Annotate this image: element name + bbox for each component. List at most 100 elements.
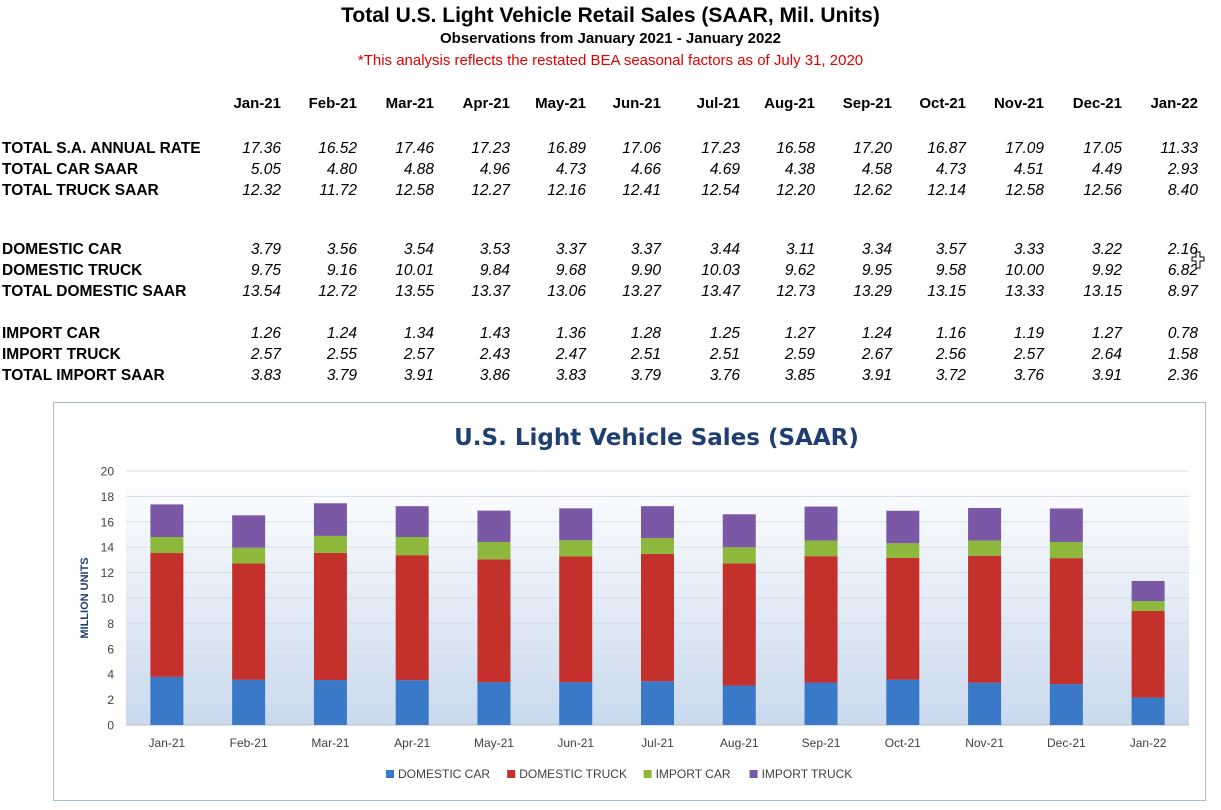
table-cell: 3.85 [784,367,815,384]
table-cell: 9.62 [784,262,815,279]
bar-segment [968,540,1002,556]
table-cell: 9.58 [935,262,966,279]
table-cell: 3.76 [1013,367,1044,384]
bar-segment [886,557,920,680]
bar-segment [477,541,511,560]
move-cursor-icon [1191,251,1205,269]
month-header: Jun-21 [612,95,661,112]
table-cell: 1.27 [784,325,815,342]
bar-segment [641,538,674,554]
table-cell: 1.43 [479,325,510,342]
table-cell: 2.47 [555,346,586,363]
table-cell: 3.34 [861,241,892,258]
bar-segment [886,510,920,544]
table-cell: 4.58 [861,161,892,178]
table-cell: 9.84 [479,262,510,279]
table-cell: 13.37 [471,283,510,300]
table-cell: 3.56 [326,241,357,258]
table-cell: 3.86 [479,367,510,384]
table-cell: 2.67 [861,346,892,363]
month-header: Feb-21 [308,95,357,112]
bar-segment [722,514,756,548]
row-label: DOMESTIC TRUCK [2,262,143,279]
table-cell: 1.36 [555,325,586,342]
table-cell: 12.58 [395,182,434,199]
x-tick-label: Feb-21 [230,736,268,750]
row-label: TOTAL IMPORT SAAR [2,367,165,384]
table-cell: 12.41 [622,182,661,199]
bar-segment [395,680,429,725]
table-cell: 1.26 [250,325,281,342]
table-cell: 3.79 [326,367,357,384]
month-header: Aug-21 [764,95,815,112]
table-cell: 11.72 [319,182,357,199]
bar-segment [477,510,511,542]
table-cell: 4.51 [1013,161,1044,178]
y-tick-label: 0 [107,719,114,733]
table-cell: 3.44 [709,241,740,258]
table-cell: 9.68 [555,262,586,279]
chart-frame: U.S. Light Vehicle Sales (SAAR) 0 2 4 6 8 10 12… [53,402,1206,801]
table-cell: 4.73 [555,161,586,178]
month-header: May-21 [535,95,586,112]
table-cell: 3.91 [1091,367,1122,384]
month-header: Jul-21 [696,95,740,112]
bar-segment [395,537,429,556]
table-cell: 12.27 [471,182,510,199]
y-tick-label: 8 [107,617,114,631]
table-cell: 13.15 [927,283,966,300]
y-tick-label: 10 [101,592,115,606]
legend-label: IMPORT CAR [656,767,731,781]
month-header: Dec-21 [1072,95,1122,112]
table-cell: 17.09 [1005,140,1044,157]
x-tick-label: Mar-21 [311,736,349,750]
table-cell: 17.36 [242,140,281,157]
table-cell: 12.62 [853,182,892,199]
bar-segment [232,563,266,680]
legend-swatch [749,770,758,778]
row-label: TOTAL CAR SAAR [2,161,139,178]
legend-swatch [643,770,652,778]
table-cell: 9.92 [1091,262,1122,279]
table-cell: 4.73 [935,161,966,178]
bar-segment [1049,541,1083,559]
x-tick-label: Dec-21 [1047,736,1086,750]
y-axis-label: MILLION UNITS [79,557,91,638]
row-label: DOMESTIC CAR [2,241,122,258]
table-cell: 1.27 [1091,325,1122,342]
table-cell: 3.76 [709,367,740,384]
bar-segment [395,555,429,681]
table-cell: 4.38 [784,161,815,178]
bar-segment [1131,601,1165,611]
page-title: Total U.S. Light Vehicle Retail Sales (S… [341,4,880,27]
table-cell: 17.06 [622,140,661,157]
table-cell: 3.72 [935,367,966,384]
month-header: Jan-21 [233,95,281,112]
x-tick-label: Jun-21 [557,736,594,750]
x-tick-label: May-21 [474,736,514,750]
table-cell: 3.91 [861,367,892,384]
month-header: Nov-21 [993,95,1044,112]
bar-segment [477,682,511,725]
bar-segment [804,540,838,557]
table-cell: 12.54 [701,182,740,199]
table-cell: 2.36 [1167,367,1198,384]
sales-data-table: Jan-21 Feb-21 Mar-21 Apr-21 May-21 Jun-21 Jul-… [0,0,1221,400]
x-tick-label: Oct-21 [885,736,921,750]
seasonal-factor-note: *This analysis reflects the restated BEA… [357,52,864,69]
bar-segment [968,555,1002,683]
table-cell: 12.20 [776,182,815,199]
bar-segment [1131,580,1165,602]
table-cell: 1.24 [326,325,357,342]
table-cell: 12.58 [1005,182,1044,199]
table-cell: 1.16 [935,325,966,342]
x-tick-label: Aug-21 [720,736,759,750]
y-tick-label: 18 [101,490,115,504]
table-cell: 2.56 [935,346,966,363]
table-cell: 5.05 [250,161,281,178]
table-cell: 13.33 [1005,283,1044,300]
table-cell: 13.06 [547,283,586,300]
y-tick-label: 16 [101,515,115,529]
table-cell: 3.83 [250,367,281,384]
table-cell: 3.79 [630,367,661,384]
